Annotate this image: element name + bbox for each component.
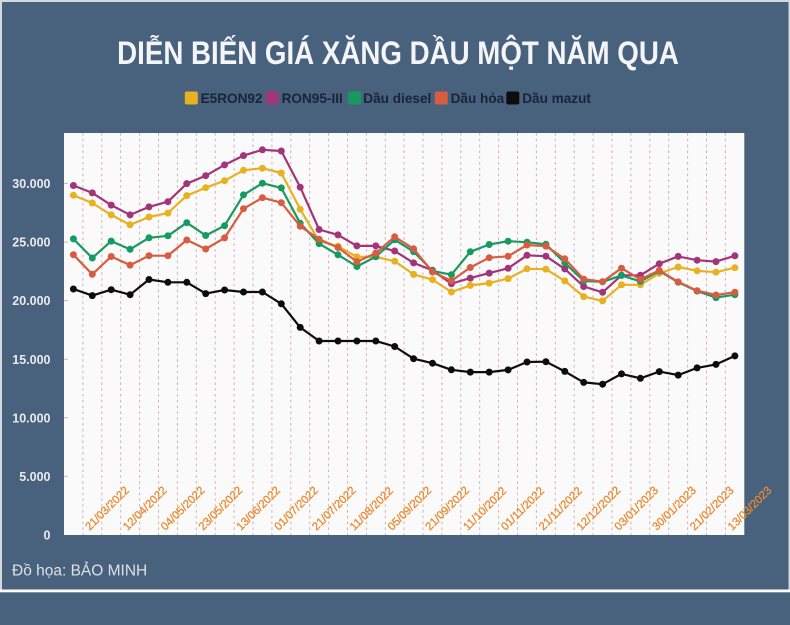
svg-text:Dầu diesel: Dầu diesel <box>363 91 431 106</box>
svg-text:0: 0 <box>44 529 51 543</box>
svg-text:5.000: 5.000 <box>19 470 50 484</box>
svg-text:30.000: 30.000 <box>12 177 50 191</box>
svg-text:RON95-III: RON95-III <box>282 91 343 106</box>
svg-text:Dầu mazut: Dầu mazut <box>522 91 591 106</box>
svg-text:25.000: 25.000 <box>12 236 50 250</box>
svg-text:20.000: 20.000 <box>12 294 50 308</box>
svg-text:E5RON92: E5RON92 <box>201 91 263 106</box>
svg-text:Đồ họa: BẢO MINH: Đồ họa: BẢO MINH <box>12 563 147 580</box>
svg-text:15.000: 15.000 <box>12 353 50 367</box>
svg-text:10.000: 10.000 <box>12 411 50 425</box>
svg-text:Dầu hỏa: Dầu hỏa <box>451 91 505 106</box>
svg-text:DIỄN BIẾN GIÁ XĂNG DẦU MỘT NĂM: DIỄN BIẾN GIÁ XĂNG DẦU MỘT NĂM QUA <box>117 35 679 71</box>
